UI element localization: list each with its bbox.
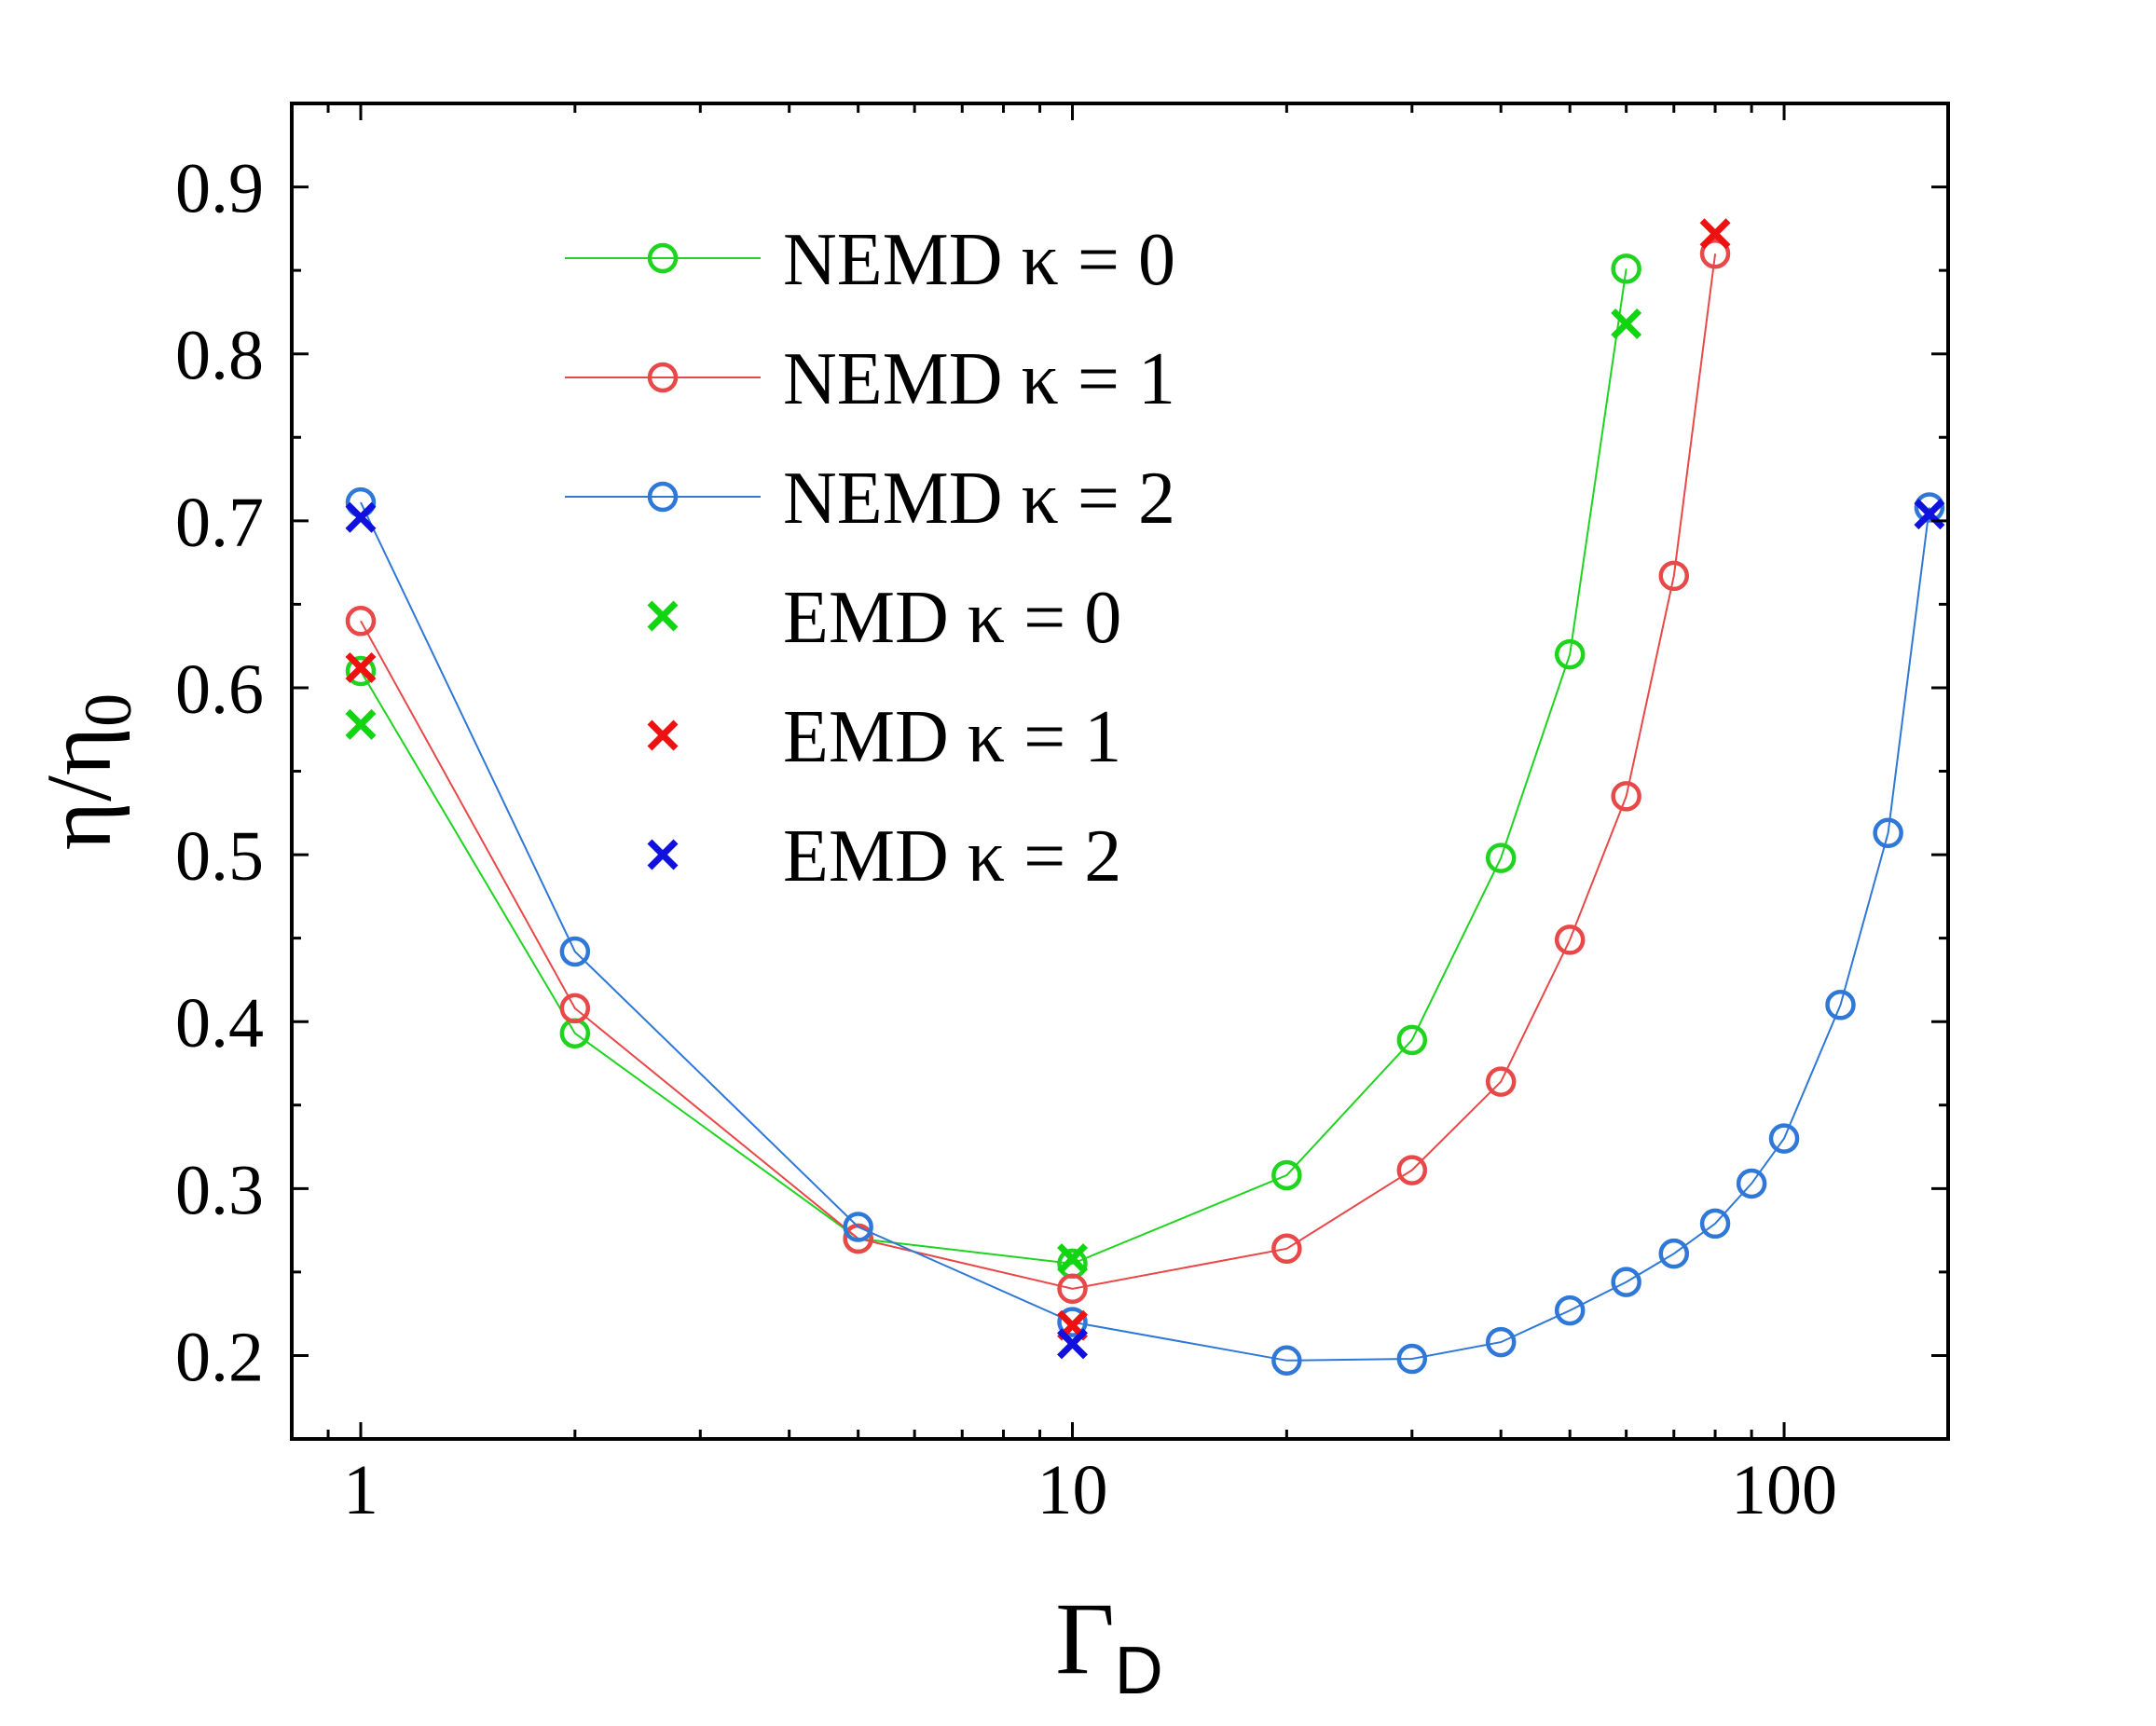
legend-label: NEMD κ = 2: [783, 458, 1175, 540]
data-point-circle: [1485, 842, 1517, 873]
data-point-circle: [1825, 990, 1856, 1021]
y-axis-title-main: η/η: [27, 727, 130, 850]
series-line: [360, 268, 1627, 1265]
x-axis-title-main: Γ: [1055, 1582, 1115, 1695]
data-point-circle: [647, 362, 679, 393]
data-point-circle: [1658, 560, 1690, 592]
data-point-circle: [1611, 1267, 1641, 1297]
data-point-cross: [345, 708, 377, 740]
data-point-circle: [843, 1212, 873, 1242]
x-tick-label: 1: [343, 1451, 378, 1529]
data-point-circle: [1611, 253, 1641, 284]
y-tick-label: 0.7: [175, 484, 264, 562]
data-point-circle: [647, 242, 679, 274]
series-emd-3: [345, 308, 1642, 1275]
data-point-circle: [1485, 1326, 1517, 1358]
legend-item: EMD κ = 0: [647, 577, 1121, 659]
data-point-circle: [1699, 238, 1731, 269]
data-point-circle: [843, 1223, 873, 1254]
legend-label: NEMD κ = 0: [783, 219, 1175, 301]
data-point-circle: [1658, 1238, 1690, 1269]
legend-item: NEMD κ = 0: [565, 219, 1175, 301]
legend-label: EMD κ = 0: [783, 577, 1121, 659]
data-point-circle: [1554, 638, 1586, 670]
series-nemd-1: [345, 238, 1731, 1305]
data-point-cross: [1057, 1328, 1088, 1360]
series-layer: [345, 218, 1945, 1377]
data-point-circle: [1736, 1168, 1767, 1199]
y-tick-label: 0.9: [175, 150, 264, 228]
y-tick-label: 0.4: [175, 984, 264, 1062]
data-point-cross: [647, 719, 679, 751]
legend-item: NEMD κ = 1: [565, 338, 1175, 420]
x-axis-title-sub: D: [1115, 1634, 1163, 1708]
data-point-circle: [1554, 925, 1586, 955]
data-point-circle: [1768, 1123, 1800, 1154]
series-line: [360, 501, 1930, 1362]
data-point-circle: [647, 481, 679, 513]
legend-item: EMD κ = 2: [647, 815, 1121, 897]
data-point-circle: [559, 993, 591, 1024]
data-point-circle: [1873, 817, 1903, 849]
legend-label: EMD κ = 2: [783, 815, 1121, 897]
data-point-circle: [1057, 1273, 1088, 1305]
data-point-circle: [1271, 1159, 1302, 1191]
data-point-circle: [1699, 1208, 1731, 1240]
data-point-circle: [1396, 1343, 1428, 1375]
data-point-circle: [1485, 1066, 1517, 1097]
data-point-cross: [647, 600, 679, 632]
data-point-cross: [1057, 1243, 1088, 1275]
legend-item: EMD κ = 1: [647, 696, 1121, 778]
ticks-layer: 1 10 100 0.2 0.3 0.4 0.5 0.6 0.7 0.8 0.9: [175, 103, 1948, 1529]
data-point-circle: [559, 936, 591, 967]
data-point-circle: [345, 606, 377, 637]
data-point-circle: [345, 655, 377, 687]
x-tick-label: 100: [1731, 1451, 1837, 1529]
y-tick-label: 0.2: [175, 1318, 264, 1396]
data-point-circle: [1554, 1294, 1586, 1326]
data-point-circle: [1396, 1024, 1428, 1056]
y-tick-label: 0.5: [175, 817, 264, 896]
data-point-circle: [1611, 781, 1641, 812]
data-point-cross: [345, 651, 377, 683]
legend-label: NEMD κ = 1: [783, 338, 1175, 420]
data-point-cross: [1914, 499, 1945, 530]
data-point-circle: [1271, 1345, 1302, 1377]
series-nemd-0: [345, 253, 1641, 1280]
series-line: [360, 253, 1717, 1290]
series-emd-5: [345, 499, 1945, 1360]
y-tick-label: 0.8: [175, 317, 264, 395]
y-tick-label: 0.3: [175, 1151, 264, 1229]
data-point-cross: [647, 839, 679, 870]
data-point-circle: [1057, 1307, 1088, 1337]
x-tick-label: 10: [1037, 1451, 1108, 1529]
data-point-cross: [1611, 308, 1642, 339]
data-point-circle: [1396, 1155, 1428, 1185]
data-point-cross: [1699, 218, 1731, 250]
legend-label: EMD κ = 1: [783, 696, 1121, 778]
y-axis-title-sub: 0: [71, 693, 145, 727]
data-point-circle: [1914, 492, 1945, 523]
x-axis-title: ΓD: [1055, 1582, 1163, 1708]
data-point-circle: [1271, 1233, 1302, 1265]
data-point-cross: [345, 501, 377, 533]
series-nemd-2: [345, 486, 1945, 1377]
y-axis-title: η/η0: [27, 693, 145, 850]
legend-item: NEMD κ = 2: [565, 458, 1175, 540]
legend: NEMD κ = 0 NEMD κ = 1 NEMD κ = 2 EMD κ = 0 E…: [565, 219, 1175, 897]
y-tick-label: 0.6: [175, 651, 264, 729]
